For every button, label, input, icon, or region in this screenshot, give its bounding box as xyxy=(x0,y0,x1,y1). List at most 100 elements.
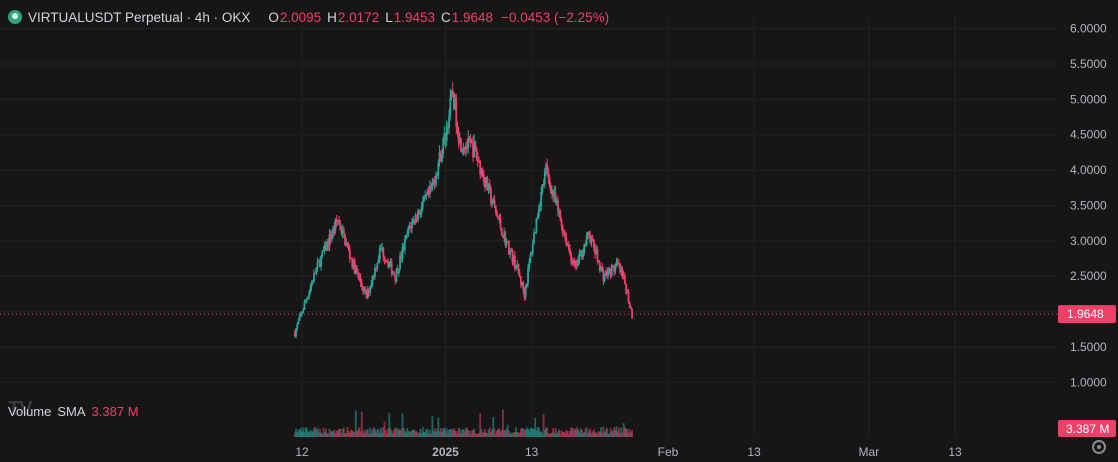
volume-bar xyxy=(475,433,478,437)
price-tick-label: 5.0000 xyxy=(1070,92,1107,106)
candle-body xyxy=(563,232,565,234)
volume-bar xyxy=(329,431,332,437)
candle-body xyxy=(383,256,386,261)
volume-bar xyxy=(555,433,558,437)
candle-body xyxy=(502,235,504,238)
candle-body xyxy=(523,290,526,298)
candle-body xyxy=(588,232,590,236)
candle-body xyxy=(387,261,390,267)
price-tick-label: 3.0000 xyxy=(1070,234,1107,248)
candle-body xyxy=(449,97,452,116)
volume-bar xyxy=(338,428,340,437)
candle-body xyxy=(466,146,468,148)
volume-bar xyxy=(420,433,423,437)
volume-bar xyxy=(478,433,480,437)
price-change: −0.0453 (−2.25%) xyxy=(501,9,610,25)
price-axis[interactable]: 6.0000 5.5000 5.0000 4.5000 4.0000 3.5000 3.00… xyxy=(1070,22,1107,390)
volume-bar xyxy=(393,429,395,437)
candle-body xyxy=(529,254,532,263)
candle-body xyxy=(524,286,527,298)
symbol-title[interactable]: VIRTUALUSDT Perpetual · 4h · OKX xyxy=(28,9,251,25)
candle-body xyxy=(399,255,401,270)
candle-body xyxy=(506,241,509,243)
low-value: 1.9453 xyxy=(393,9,436,25)
volume-bar xyxy=(423,431,425,437)
candle-body xyxy=(435,175,437,185)
candle-body xyxy=(609,269,612,277)
volume-bar xyxy=(612,431,614,437)
volume-bar xyxy=(321,433,324,437)
candle-body xyxy=(396,269,399,274)
candle-body xyxy=(622,275,625,277)
volume-bar xyxy=(488,427,491,437)
volume-bar xyxy=(452,428,455,437)
candle-body xyxy=(607,269,610,277)
candle-body xyxy=(480,169,483,175)
candle-body xyxy=(433,179,436,185)
chart-settings-icon[interactable] xyxy=(1092,440,1106,454)
volume-bar xyxy=(540,431,543,437)
volume-bar xyxy=(470,430,473,437)
candle-body xyxy=(528,262,531,269)
volume-bar xyxy=(389,428,392,437)
volume-bar xyxy=(503,430,506,437)
volume-bar xyxy=(500,429,503,437)
volume-bar xyxy=(573,428,576,437)
volume-bar xyxy=(592,429,595,437)
volume-bar xyxy=(450,429,453,437)
volume-bar xyxy=(356,431,358,437)
candle-body xyxy=(314,273,317,275)
volume-bar xyxy=(467,430,470,437)
volume-bar xyxy=(336,430,339,437)
sma-label: SMA xyxy=(57,404,86,419)
volume-bar xyxy=(508,430,510,437)
candle-body xyxy=(586,232,589,235)
tradingview-logo[interactable]: TV xyxy=(8,398,33,420)
candle-body xyxy=(389,261,392,265)
volume-bar xyxy=(606,427,608,437)
volume-bar xyxy=(298,430,301,437)
candle-body xyxy=(452,93,455,109)
candle-body xyxy=(530,253,533,255)
candle-body xyxy=(545,164,547,172)
volume-bar xyxy=(447,433,449,437)
candle-body xyxy=(381,247,384,249)
candle-body xyxy=(461,150,464,152)
candle-body xyxy=(531,244,534,254)
volume-bar xyxy=(323,432,326,437)
volume-bar xyxy=(301,431,303,437)
volume-legend[interactable]: Volume SMA 3.387 M xyxy=(8,404,139,419)
volume-bar xyxy=(346,427,349,437)
volume-bar xyxy=(539,431,541,437)
volume-bar xyxy=(476,433,479,437)
candle-body xyxy=(377,259,380,264)
volume-bar xyxy=(597,430,600,437)
volume-bar xyxy=(497,428,500,437)
volume-bar xyxy=(559,433,562,437)
volume-bar xyxy=(493,428,496,437)
candle-body xyxy=(543,171,546,185)
candle-body xyxy=(557,200,559,212)
volume-bar xyxy=(474,433,477,437)
candle-body xyxy=(317,260,320,262)
volume-bar xyxy=(529,427,532,437)
time-axis[interactable]: 12 2025 13 Feb 13 Mar 13 xyxy=(295,445,962,459)
volume-bar xyxy=(374,428,376,437)
candle-body xyxy=(499,218,502,229)
candle-body xyxy=(595,249,598,254)
volume-bar xyxy=(438,431,441,437)
volume-bar xyxy=(313,428,315,437)
candle-body xyxy=(541,184,544,192)
volume-bar xyxy=(457,427,460,437)
candle-body xyxy=(345,243,348,246)
volume-bar xyxy=(524,429,527,437)
candle-body xyxy=(400,255,403,259)
volume-bar xyxy=(582,432,584,437)
volume-bars xyxy=(293,409,633,437)
candle-body xyxy=(411,221,413,229)
volume-bar xyxy=(553,432,556,437)
candle-body xyxy=(612,265,614,267)
volume-bar xyxy=(566,430,569,437)
volume-bar xyxy=(406,428,409,437)
